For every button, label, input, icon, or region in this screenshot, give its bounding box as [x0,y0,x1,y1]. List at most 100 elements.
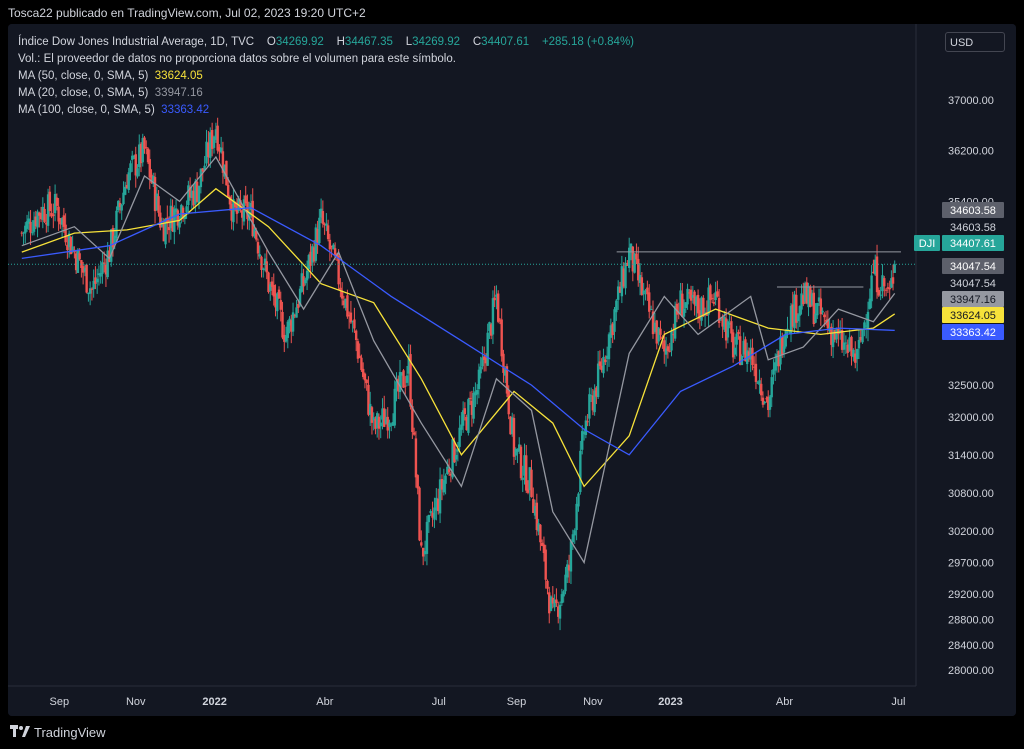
candle-up [616,286,620,300]
candle-up [584,420,588,435]
candle-up [214,129,218,140]
candle-down [540,542,544,546]
candle-up [553,599,556,608]
candle-down [721,317,724,327]
candle-up [438,479,442,514]
legend-ma50-row[interactable]: MA (50, close, 0, SMA, 5) 33624.05 [18,68,634,85]
candle-down [272,284,275,297]
open-value: 34269.92 [275,36,324,48]
candle-up [423,550,427,555]
candle-down [631,246,635,272]
candle-down [333,248,337,257]
candle-up [27,218,30,224]
close-label: C [472,36,482,48]
candle-down [586,421,589,423]
price-chart[interactable]: 37000.0036200.0035400.0032500.0032000.00… [8,24,1016,716]
candle-up [124,186,127,195]
candle-down [337,255,340,285]
candle-up [180,204,183,219]
candle-down [153,177,157,212]
candle-up [185,206,188,213]
candle-down [840,330,844,350]
candle-down [655,320,658,344]
candle-down [805,282,808,304]
candle-down [500,319,503,357]
price-label: 34407.61 [950,238,996,250]
x-tick-label: Nov [583,696,603,708]
change-value: +285.18 (+0.84%) [541,36,635,48]
candle-up [735,333,738,345]
candle-up [560,594,564,604]
candle-down [255,230,258,240]
legend-ohlc-row: Índice Dow Jones Industrial Average, 1D,… [18,34,634,51]
price-label: 33363.42 [950,327,996,339]
candle-up [602,356,605,374]
candle-up [475,390,479,395]
candle-down [826,319,830,329]
candle-up [562,591,565,597]
candle-up [435,497,438,511]
price-label: 34047.54 [950,278,996,290]
candle-down [663,340,666,352]
candle-down [111,228,115,248]
low-label: L [405,36,413,48]
candle-down [891,277,895,284]
candle-up [219,147,223,153]
candle-up [199,168,203,188]
legend-ma100-row[interactable]: MA (100, close, 0, SMA, 5) 33363.42 [18,102,634,119]
chart-panel[interactable]: 37000.0036200.0035400.0032500.0032000.00… [8,24,1016,716]
candle-up [379,422,382,427]
candle-down [64,224,67,243]
candle-up [575,503,578,531]
candle-down [884,289,888,291]
candle-up [728,322,731,325]
candle-up [284,335,288,342]
candle-down [416,475,419,489]
instrument-name[interactable]: Índice Dow Jones Industrial Average, 1D,… [18,36,255,48]
candle-down [195,181,199,202]
candle-down [833,330,837,340]
candle-up [609,325,613,338]
candle-up [638,274,642,283]
legend-ma20-row[interactable]: MA (20, close, 0, SMA, 5) 33947.16 [18,85,634,102]
candle-down [409,354,412,407]
candle-up [582,432,586,434]
currency-selector[interactable]: USD [945,32,1005,52]
ma20-label: MA (20, close, 0, SMA, 5) [18,87,149,99]
candle-up [789,305,793,335]
candle-up [368,403,372,415]
ma20-value: 33947.16 [154,87,203,99]
candle-up [442,480,446,493]
candle-down [69,236,73,255]
candle-up [53,193,57,214]
candle-up [588,394,591,419]
candle-down [551,597,554,604]
candle-up [291,312,295,332]
y-tick-label: 30200.00 [948,526,994,538]
candle-up [620,266,624,297]
candle-down [52,214,55,216]
candle-down [635,253,638,260]
candle-up [653,322,657,332]
candle-down [104,264,108,275]
candle-down [85,264,88,293]
candle-up [714,292,717,301]
candle-down [760,383,763,396]
candle-down [383,408,386,427]
candle-up [695,296,698,307]
candle-up [332,244,335,250]
candle-down [171,207,174,232]
candle-up [742,340,745,355]
candle-up [388,422,391,428]
candle-up [22,232,25,234]
y-tick-label: 28800.00 [948,614,994,626]
candle-up [232,199,235,223]
candle-up [613,309,616,332]
candle-down [134,154,137,176]
candle-up [425,521,429,554]
candle-down [824,320,828,322]
candle-up [775,354,779,366]
candle-down [216,125,219,151]
candle-down [143,137,146,149]
